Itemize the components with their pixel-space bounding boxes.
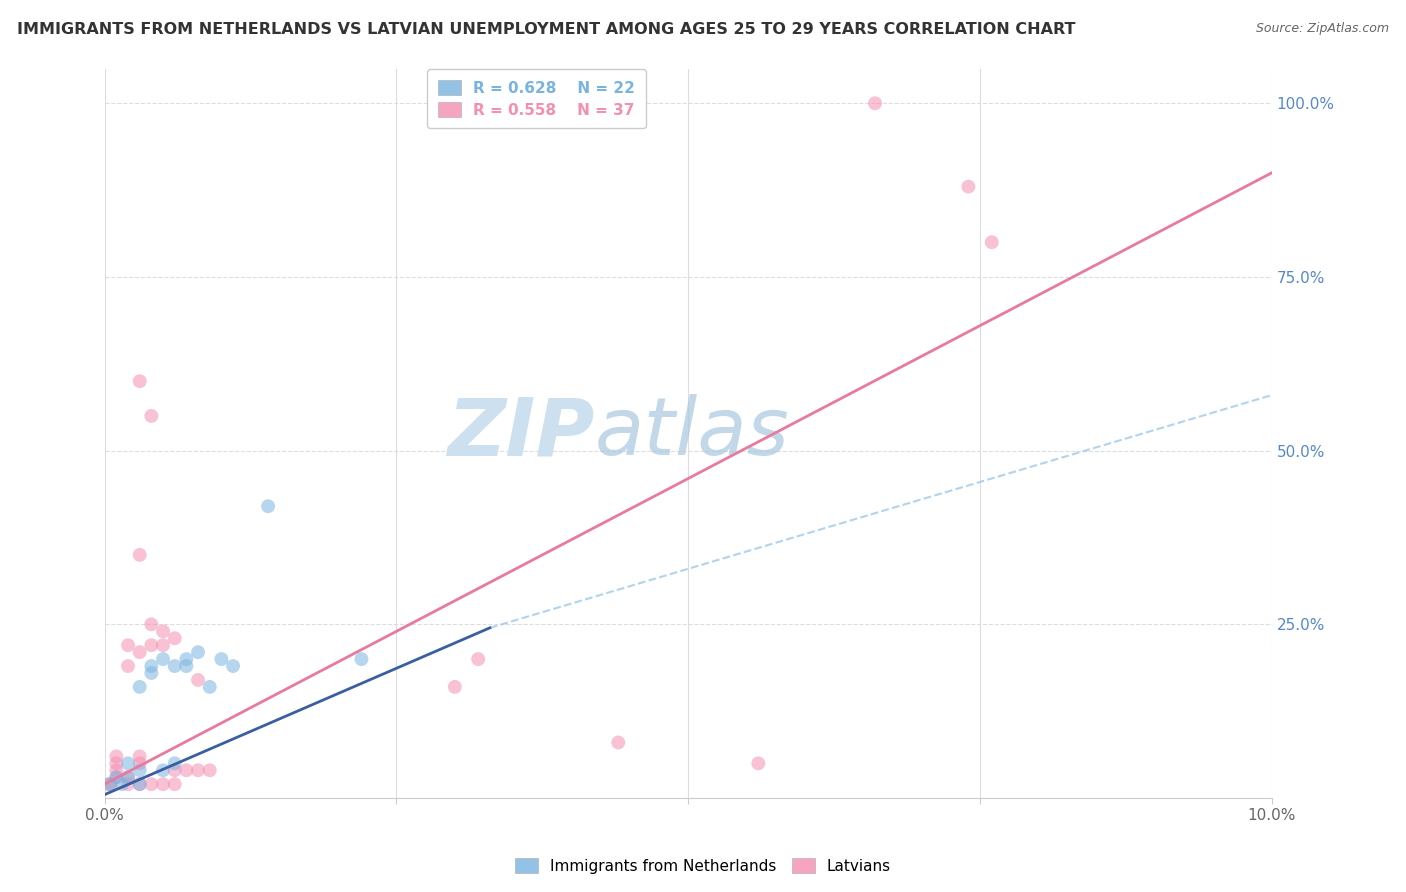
Point: [176, 652, 198, 666]
Point: [100, 777, 122, 791]
Point: [176, 659, 198, 673]
Point: [209, 652, 232, 666]
Point: [141, 659, 163, 673]
Point: [105, 770, 128, 784]
Text: ZIP: ZIP: [447, 394, 595, 472]
Point: [187, 673, 209, 687]
Point: [163, 764, 186, 778]
Point: [163, 632, 186, 646]
Point: [141, 409, 163, 423]
Point: [105, 756, 128, 771]
Point: [607, 735, 630, 749]
Point: [97, 777, 120, 791]
Point: [117, 777, 139, 791]
Text: Source: ZipAtlas.com: Source: ZipAtlas.com: [1256, 22, 1389, 36]
Point: [117, 756, 139, 771]
Point: [152, 652, 174, 666]
Point: [128, 777, 150, 791]
Point: [176, 764, 198, 778]
Point: [105, 764, 128, 778]
Point: [128, 374, 150, 388]
Point: [141, 665, 163, 680]
Point: [187, 645, 209, 659]
Point: [350, 652, 373, 666]
Text: IMMIGRANTS FROM NETHERLANDS VS LATVIAN UNEMPLOYMENT AMONG AGES 25 TO 29 YEARS CO: IMMIGRANTS FROM NETHERLANDS VS LATVIAN U…: [17, 22, 1076, 37]
Legend: Immigrants from Netherlands, Latvians: Immigrants from Netherlands, Latvians: [509, 852, 897, 880]
Point: [141, 617, 163, 632]
Point: [980, 235, 1002, 250]
Point: [198, 680, 221, 694]
Point: [198, 764, 221, 778]
Point: [444, 680, 467, 694]
Point: [163, 756, 186, 771]
Point: [152, 764, 174, 778]
Point: [467, 652, 489, 666]
Point: [117, 638, 139, 652]
Point: [152, 638, 174, 652]
Point: [141, 777, 163, 791]
Point: [117, 770, 139, 784]
Point: [222, 659, 245, 673]
Point: [957, 179, 980, 194]
Point: [105, 749, 128, 764]
Point: [117, 659, 139, 673]
Point: [187, 764, 209, 778]
Point: [863, 96, 886, 111]
Point: [105, 770, 128, 784]
Text: atlas: atlas: [595, 394, 790, 472]
Point: [128, 548, 150, 562]
Point: [163, 659, 186, 673]
Point: [100, 777, 122, 791]
Point: [117, 770, 139, 784]
Point: [128, 680, 150, 694]
Point: [128, 756, 150, 771]
Point: [128, 645, 150, 659]
Point: [128, 749, 150, 764]
Point: [128, 777, 150, 791]
Point: [152, 777, 174, 791]
Point: [111, 777, 134, 791]
Point: [257, 500, 280, 514]
Point: [141, 638, 163, 652]
Point: [163, 777, 186, 791]
Legend: R = 0.628    N = 22, R = 0.558    N = 37: R = 0.628 N = 22, R = 0.558 N = 37: [427, 69, 645, 128]
Point: [747, 756, 769, 771]
Point: [152, 624, 174, 639]
Point: [128, 764, 150, 778]
